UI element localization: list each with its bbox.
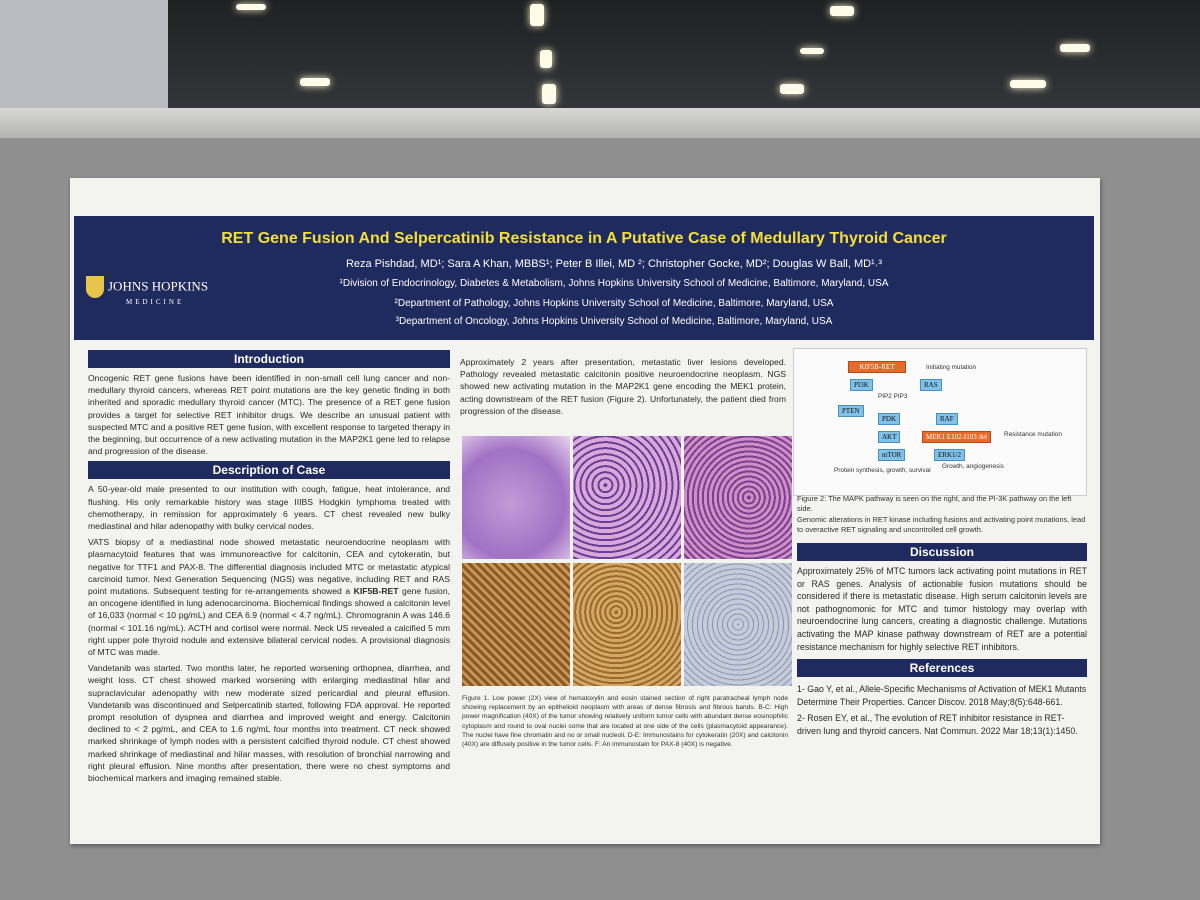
section-heading: References [797, 659, 1087, 678]
micrograph [684, 562, 792, 686]
paragraph: Oncogenic RET gene fusions have been ide… [88, 373, 450, 457]
diagram-node: mTOR [878, 449, 906, 461]
figure-caption: Genomic alterations in RET kinase includ… [797, 514, 1086, 535]
lamp [830, 6, 854, 16]
diagram-node: PTEN [838, 405, 864, 417]
diagram-node: RAF [936, 413, 958, 425]
lamp [780, 84, 804, 94]
lamp [542, 84, 556, 104]
text: VATS biopsy of a mediastinal node showed… [88, 537, 450, 597]
diagram-node: MEK1 E102-I103 del [922, 431, 992, 443]
micrograph [573, 562, 681, 686]
paragraph: Vandetanib was started. Two months later… [88, 663, 450, 784]
text: gene fusion, an oncogene identified in l… [88, 586, 451, 658]
lamp [530, 4, 544, 26]
micrograph [462, 436, 570, 559]
section-heading: Introduction [88, 350, 450, 368]
diagram-note: Initiating mutation [926, 364, 977, 371]
figure1-panels [462, 436, 792, 686]
figure1-caption-box: Figure 1. Low power (2X) view of hematox… [462, 694, 788, 749]
diagram-note: Resistance mutation [1004, 431, 1062, 438]
paragraph: Approximately 25% of MTC tumors lack act… [797, 566, 1087, 652]
paragraph: Approximately 2 years after presentation… [460, 357, 786, 416]
rail [0, 108, 1200, 138]
banner: RET Gene Fusion And Selpercatinib Resist… [74, 216, 1094, 340]
diagram-note: PIP2 PIP3 [878, 393, 908, 400]
poster: RET Gene Fusion And Selpercatinib Resist… [70, 178, 1100, 844]
lamp [236, 4, 266, 10]
reference: 1- Gao Y, et al., Allele-Specific Mechan… [797, 684, 1087, 707]
authors: Reza Pishdad, MD¹; Sara A Khan, MBBS¹; P… [345, 258, 883, 270]
figure-caption: Figure 1. Low power (2X) view of hematox… [462, 695, 788, 749]
diagram-node: KIF5B-RET [848, 361, 906, 373]
logo-name: JOHNS HOPKINS [108, 278, 209, 294]
wall [0, 0, 168, 110]
section-heading: Discussion [797, 543, 1087, 561]
diagram-node: ERK1/2 [934, 449, 965, 461]
micrograph [684, 436, 792, 559]
middle-column: Approximately 2 years after presentation… [460, 356, 786, 421]
logo-shield [86, 276, 104, 298]
diagram-note: Protein synthesis, growth, survival [834, 467, 931, 474]
left-column: Introduction Oncogenic RET gene fusions … [88, 350, 450, 788]
right-column: Discussion Approximately 25% of MTC tumo… [797, 543, 1087, 742]
lamp [800, 48, 824, 54]
section-heading: Description of Case [88, 461, 450, 480]
lamp [1060, 44, 1090, 52]
ceiling [0, 0, 1200, 110]
paragraph: VATS biopsy of a mediastinal node showed… [88, 536, 450, 658]
reference: 2- Rosen EY, et al., The evolution of RE… [797, 713, 1078, 736]
figure2: KIF5B-RET Initiating mutation PI3K RAS P… [793, 348, 1087, 496]
lamp [1010, 80, 1046, 88]
logo: JOHNS HOPKINS MEDICINE [86, 276, 208, 306]
diagram-note: Growth, angiogenesis [942, 463, 1004, 470]
affiliation: ³Department of Oncology, Johns Hopkins U… [395, 316, 833, 327]
affiliation: ²Department of Pathology, Johns Hopkins … [394, 298, 834, 309]
figure2-caption-box: Figure 2: The MAPK pathway is seen on th… [797, 494, 1087, 536]
figure-caption: Figure 2: The MAPK pathway is seen on th… [797, 494, 1072, 514]
logo-sub: MEDICINE [126, 298, 185, 306]
affiliation: ¹Division of Endocrinology, Diabetes & M… [339, 278, 889, 289]
micrograph [462, 562, 570, 686]
diagram-node: AKT [878, 431, 901, 443]
diagram-node: PDK [878, 413, 901, 425]
diagram-node: PI3K [850, 379, 873, 391]
title: RET Gene Fusion And Selpercatinib Resist… [221, 230, 947, 247]
micrograph [573, 436, 681, 559]
lamp [300, 78, 330, 86]
diagram-node: RAS [920, 379, 942, 391]
bold-text: KIF5B-RET [353, 586, 399, 597]
lamp [540, 50, 552, 68]
paragraph: A 50-year-old male presented to our inst… [88, 484, 450, 532]
